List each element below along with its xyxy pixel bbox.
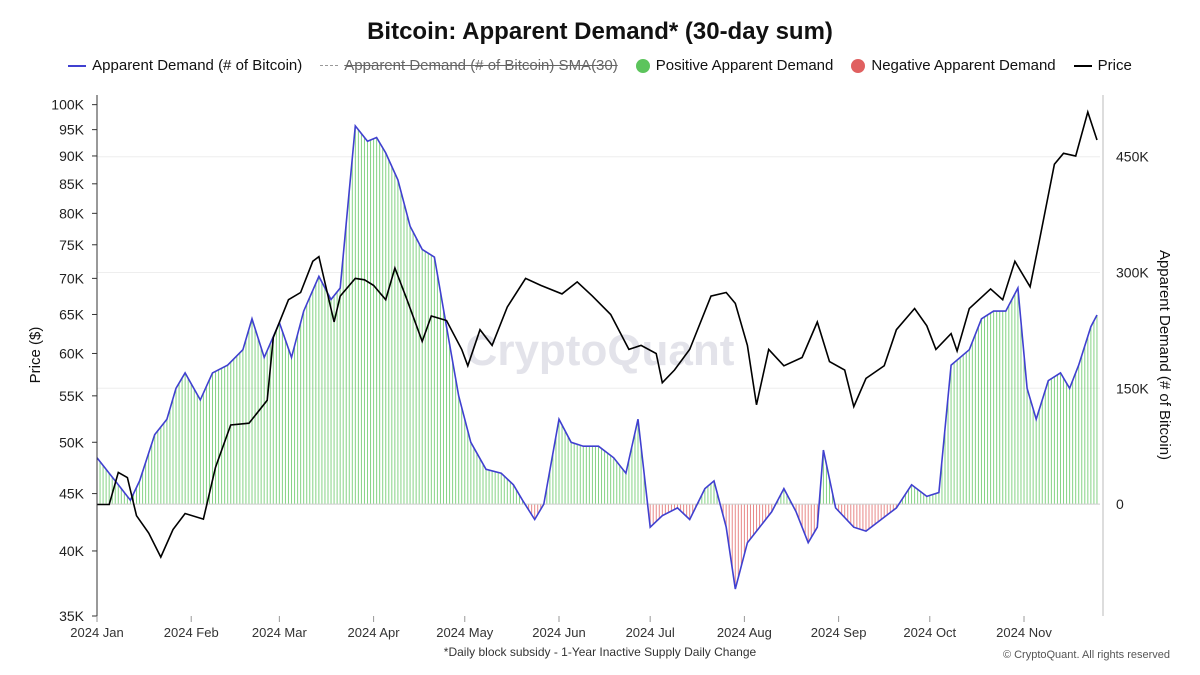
left-tick-label: 45K: [59, 486, 85, 502]
x-tick-label: 2024 Feb: [164, 625, 219, 640]
chart-title: Bitcoin: Apparent Demand* (30-day sum): [367, 18, 833, 45]
left-tick-label: 75K: [59, 237, 85, 253]
left-tick-label: 80K: [59, 205, 85, 221]
negative-dot-swatch: [851, 58, 866, 73]
left-tick-label: 40K: [59, 543, 85, 559]
left-axis-ticks: 35K 40K 45K 50K 55K 60K 65K 70K 75K 80K 85K 90K 95K 1…: [51, 97, 97, 624]
x-tick-label: 2024 Jun: [532, 625, 586, 640]
left-tick-label: 60K: [59, 345, 85, 361]
left-tick-label: 55K: [59, 388, 85, 404]
left-tick-label: 70K: [59, 270, 85, 286]
demand-line: [96, 123, 1098, 590]
left-axis-title: Price ($): [27, 327, 44, 384]
legend-item-price[interactable]: Price: [1073, 57, 1132, 74]
copyright-credit: © CryptoQuant. All rights reserved: [1002, 649, 1170, 661]
legend-label-sma: Apparent Demand (# of Bitcoin) SMA(30): [344, 57, 618, 74]
demand-line-swatch: [68, 64, 87, 67]
legend-item-positive[interactable]: Positive Apparent Demand: [635, 57, 834, 74]
x-tick-label: 2024 Apr: [348, 625, 401, 640]
legend-label-positive: Positive Apparent Demand: [655, 57, 834, 74]
right-tick-label: 300K: [1116, 265, 1149, 281]
legend-label-demand: Apparent Demand (# of Bitcoin): [92, 57, 303, 74]
footnote: *Daily block subsidy - 1-Year Inactive S…: [443, 645, 757, 659]
left-tick-label: 90K: [59, 148, 85, 164]
watermark-text: CryptoQuant: [466, 326, 735, 375]
sma-line-swatch: [320, 65, 339, 66]
x-tick-label: 2024 Jul: [626, 625, 675, 640]
left-tick-label: 35K: [59, 608, 85, 624]
right-axis-ticks: 0 150K 300K 450K: [1116, 149, 1149, 512]
left-tick-label: 95K: [59, 122, 85, 138]
legend-item-sma[interactable]: Apparent Demand (# of Bitcoin) SMA(30): [320, 57, 618, 74]
x-axis-ticks: 2024 Jan 2024 Feb 2024 Mar 2024 Apr 2024 May…: [70, 616, 1052, 640]
price-line: [97, 109, 1098, 559]
left-tick-label: 65K: [59, 306, 85, 322]
x-tick-label: 2024 Oct: [903, 625, 956, 640]
x-tick-label: 2024 Aug: [717, 625, 772, 640]
legend-item-demand[interactable]: Apparent Demand (# of Bitcoin): [68, 57, 302, 74]
positive-dot-swatch: [635, 58, 650, 73]
right-tick-label: 150K: [1116, 380, 1149, 396]
legend-item-negative[interactable]: Negative Apparent Demand: [851, 57, 1056, 74]
right-tick-label: 0: [1116, 496, 1124, 512]
legend-label-negative: Negative Apparent Demand: [871, 57, 1056, 74]
chart-legend: Apparent Demand (# of Bitcoin) Apparent …: [0, 57, 1200, 74]
left-tick-label: 100K: [51, 97, 84, 113]
demand-bars: [96, 125, 1100, 589]
x-tick-label: 2024 Jan: [70, 625, 124, 640]
x-tick-label: 2024 Nov: [996, 625, 1052, 640]
price-line-swatch: [1073, 64, 1092, 67]
left-tick-label: 85K: [59, 176, 85, 192]
x-tick-label: 2024 Sep: [811, 625, 867, 640]
legend-label-price: Price: [1097, 57, 1132, 74]
x-tick-label: 2024 May: [436, 625, 494, 640]
left-tick-label: 50K: [59, 434, 85, 450]
x-tick-label: 2024 Mar: [252, 625, 308, 640]
right-axis-title: Apparent Demand (# of Bitcoin): [1156, 250, 1173, 460]
right-tick-label: 450K: [1116, 149, 1149, 165]
